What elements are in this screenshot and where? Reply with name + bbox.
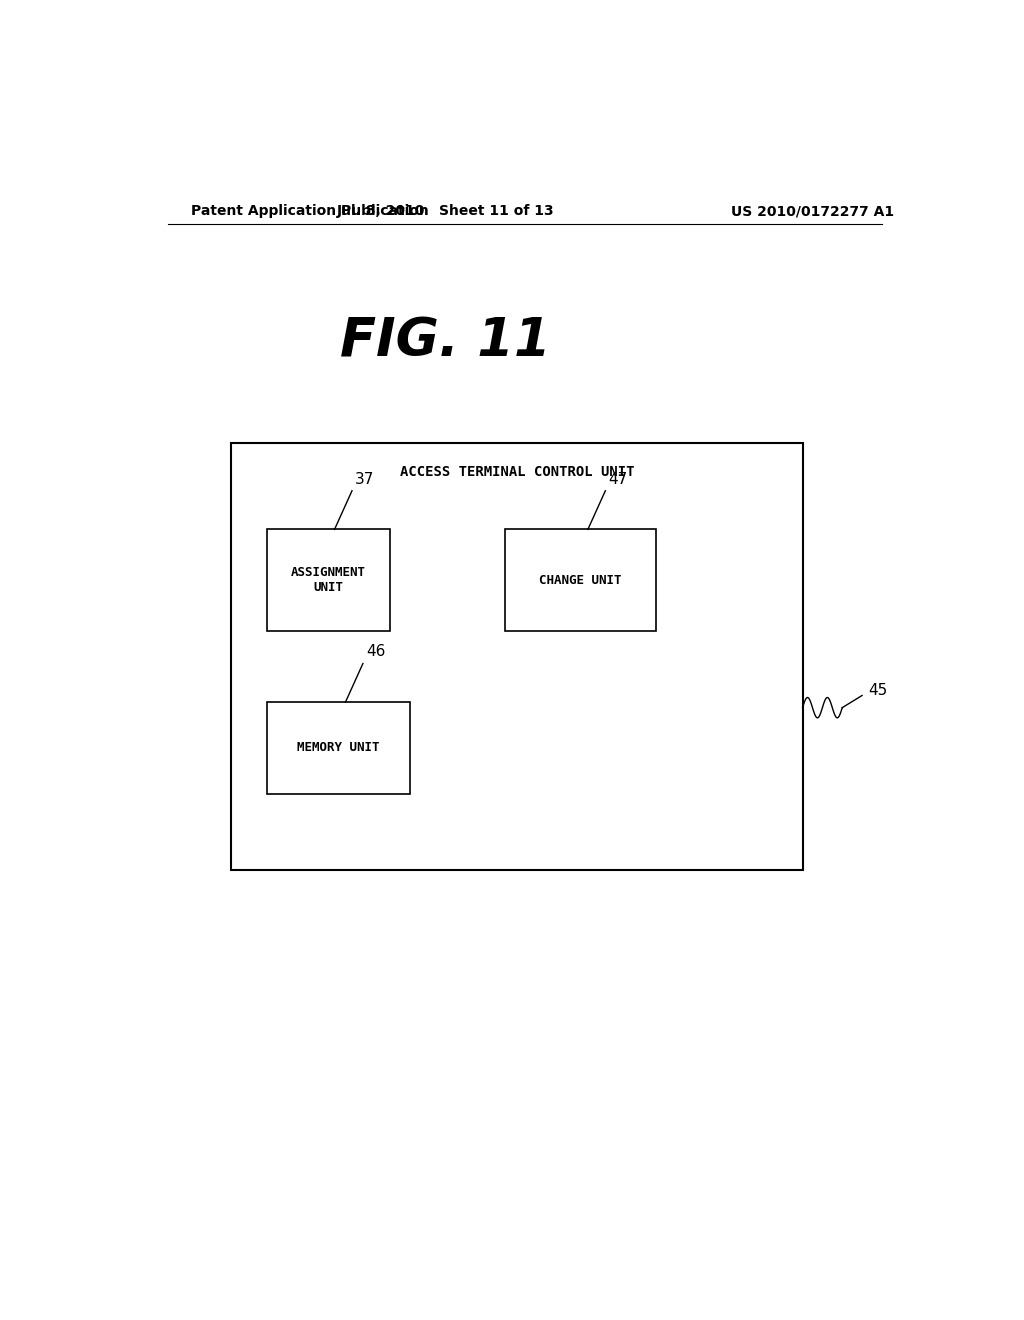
Text: 47: 47 [608,471,628,487]
Text: CHANGE UNIT: CHANGE UNIT [539,574,622,586]
Text: 37: 37 [355,471,375,487]
Text: ACCESS TERMINAL CONTROL UNIT: ACCESS TERMINAL CONTROL UNIT [399,466,634,479]
Text: 46: 46 [367,644,385,660]
Text: ASSIGNMENT
UNIT: ASSIGNMENT UNIT [291,566,366,594]
Text: Jul. 8, 2010   Sheet 11 of 13: Jul. 8, 2010 Sheet 11 of 13 [337,205,554,218]
Text: US 2010/0172277 A1: US 2010/0172277 A1 [731,205,894,218]
Text: 45: 45 [868,682,888,698]
Bar [267,702,410,793]
Text: Patent Application Publication: Patent Application Publication [191,205,429,218]
Text: MEMORY UNIT: MEMORY UNIT [297,742,380,755]
Bar [231,444,803,870]
Text: FIG. 11: FIG. 11 [340,315,551,367]
Bar [267,529,390,631]
Bar [505,529,655,631]
